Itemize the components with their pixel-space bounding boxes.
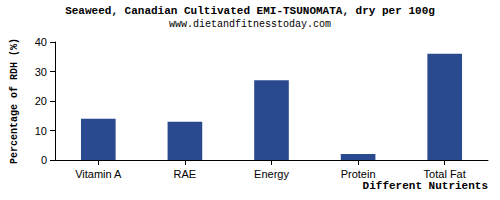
- svg-text:Seaweed, Canadian Cultivated E: Seaweed, Canadian Cultivated EMI-TSUNOMA…: [65, 5, 435, 17]
- svg-text:Vitamin A: Vitamin A: [75, 168, 122, 180]
- svg-text:www.dietandfitnesstoday.com: www.dietandfitnesstoday.com: [169, 19, 331, 30]
- svg-text:Energy: Energy: [254, 168, 289, 180]
- svg-text:0: 0: [41, 154, 47, 166]
- svg-text:10: 10: [35, 125, 47, 137]
- svg-text:RAE: RAE: [174, 168, 197, 180]
- svg-text:30: 30: [35, 66, 47, 78]
- svg-text:20: 20: [35, 95, 47, 107]
- svg-text:Different Nutrients: Different Nutrients: [363, 180, 488, 192]
- svg-text:Total Fat: Total Fat: [424, 168, 466, 180]
- svg-text:Percentage of RDH (%): Percentage of RDH (%): [9, 38, 20, 164]
- svg-text:Protein: Protein: [341, 168, 376, 180]
- svg-text:40: 40: [35, 36, 47, 48]
